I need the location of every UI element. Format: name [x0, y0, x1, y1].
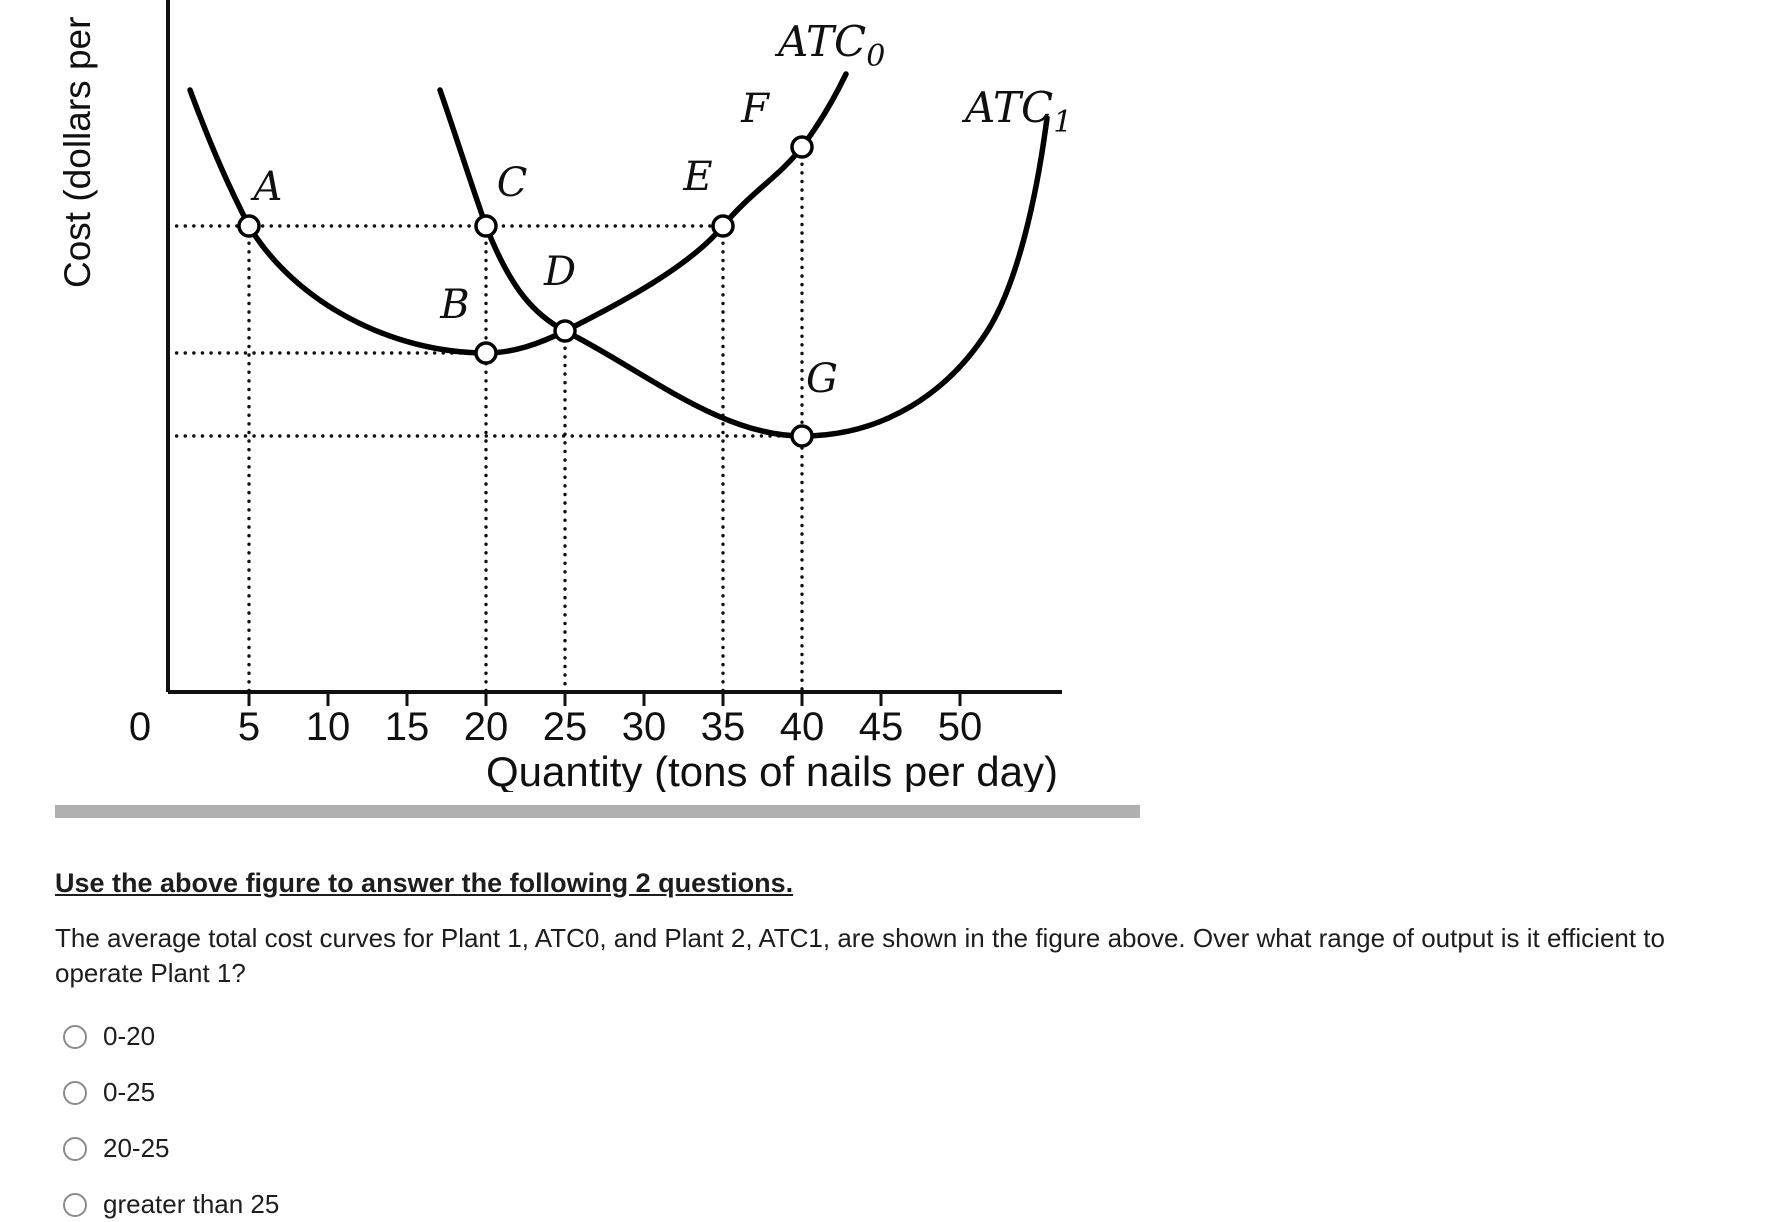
question-region: Use the above figure to answer the follo… — [55, 868, 1712, 1222]
figure-region: A B C D E F G ATC0 ATC1 0 5 10 15 20 25 … — [57, 0, 1072, 795]
point-label-a: A — [250, 164, 283, 210]
x-tick-labels: 0 5 10 15 20 25 30 35 40 45 50 — [129, 705, 982, 749]
figure-divider — [55, 805, 1140, 818]
x-axis-label: Quantity (tons of nails per day) — [486, 748, 1058, 792]
svg-text:35: 35 — [701, 705, 746, 749]
point-A — [237, 214, 261, 238]
question-prompt: The average total cost curves for Plant … — [55, 923, 1665, 989]
svg-text:25: 25 — [543, 705, 588, 749]
point-label-e: E — [682, 154, 712, 200]
point-B — [474, 341, 498, 365]
point-label-c: C — [497, 160, 528, 206]
point-label-f: F — [740, 86, 770, 132]
svg-text:5: 5 — [238, 705, 260, 749]
atc1-curve-label: ATC1 — [961, 83, 1072, 140]
question-instruction: Use the above figure to answer the follo… — [55, 868, 794, 898]
radio-button[interactable] — [63, 1080, 87, 1105]
svg-text:45: 45 — [859, 705, 904, 749]
svg-text:40: 40 — [780, 705, 825, 749]
svg-text:20: 20 — [464, 705, 509, 749]
answer-option-0-25[interactable]: 0-25 — [55, 1075, 1712, 1110]
point-label-b: B — [439, 282, 469, 328]
answer-option-20-25[interactable]: 20-25 — [55, 1131, 1712, 1166]
marked-points — [237, 135, 814, 448]
point-C — [474, 214, 498, 238]
answer-option-greater-than-25[interactable]: greater than 25 — [55, 1187, 1712, 1222]
answer-option-0-20[interactable]: 0-20 — [55, 1019, 1712, 1054]
point-G — [790, 424, 814, 448]
option-label[interactable]: 0-20 — [103, 1021, 156, 1052]
option-label[interactable]: greater than 25 — [103, 1189, 280, 1220]
radio-button[interactable] — [63, 1024, 87, 1049]
point-F — [790, 135, 814, 159]
svg-text:50: 50 — [938, 705, 983, 749]
point-label-g: G — [806, 356, 838, 402]
radio-button[interactable] — [63, 1192, 87, 1217]
origin-label: 0 — [129, 705, 151, 749]
atc0-curve-label: ATC0 — [774, 17, 885, 74]
point-E — [711, 214, 735, 238]
svg-text:10: 10 — [306, 705, 351, 749]
svg-text:30: 30 — [622, 705, 667, 749]
atc-cost-chart: A B C D E F G ATC0 ATC1 0 5 10 15 20 25 … — [57, 0, 1072, 795]
dashed-guides — [166, 145, 804, 694]
atc1-curve — [437, 87, 1050, 439]
option-label[interactable]: 0-25 — [103, 1077, 156, 1108]
option-label[interactable]: 20-25 — [103, 1133, 170, 1164]
y-axis-label: Cost (dollars per — [57, 17, 98, 288]
svg-text:15: 15 — [385, 705, 430, 749]
radio-button[interactable] — [63, 1136, 87, 1161]
point-D — [553, 319, 577, 343]
point-label-d: D — [543, 249, 576, 295]
x-axis-ticks — [247, 692, 962, 706]
